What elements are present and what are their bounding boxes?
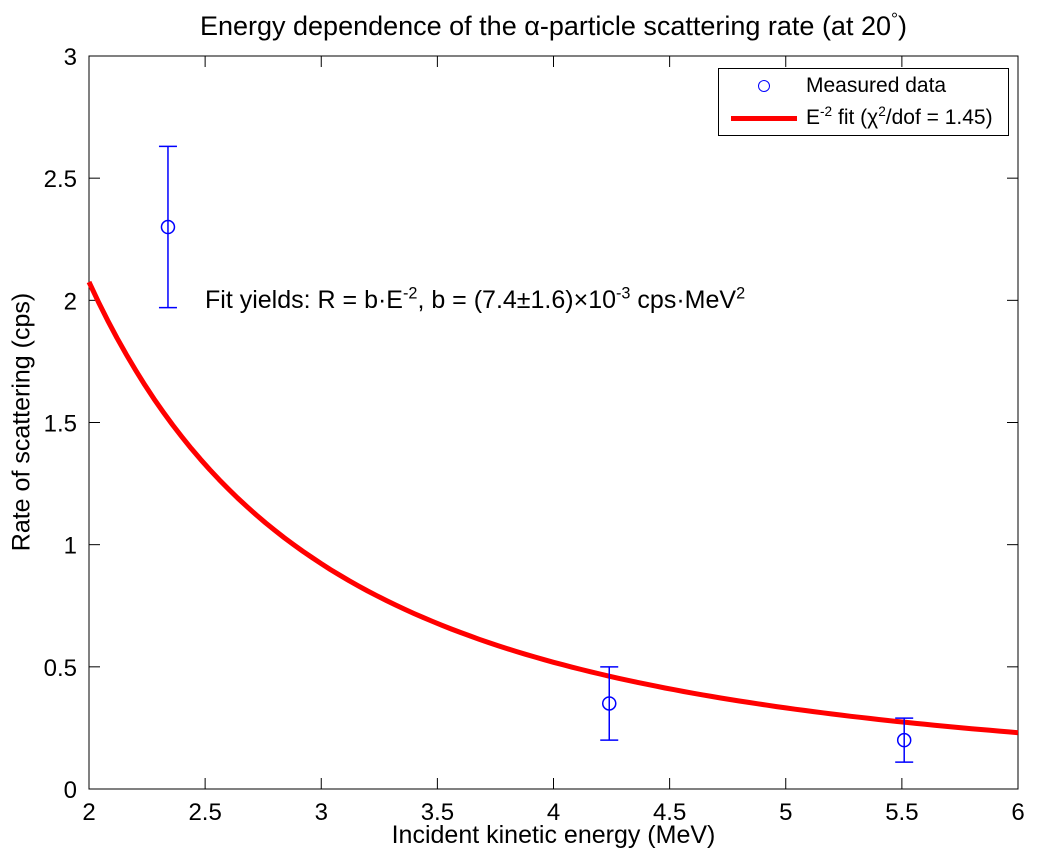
x-tick-label: 4.5 [653, 799, 686, 826]
y-tick-label: 2.5 [44, 166, 77, 193]
y-axis-label: Rate of scattering (cps) [7, 292, 36, 552]
x-tick-label: 3 [315, 799, 328, 826]
x-tick-label: 5 [779, 799, 792, 826]
legend-swatch-fit [731, 115, 797, 121]
data-point-marker [896, 732, 912, 748]
x-tick-label: 3.5 [421, 799, 454, 826]
legend-swatch-measured [731, 79, 797, 92]
y-tick-label: 0.5 [44, 655, 77, 682]
chart-title: Energy dependence of the α-particle scat… [199, 9, 908, 41]
legend-entry-measured: Measured data [719, 70, 1008, 102]
y-tick-label: 1.5 [44, 411, 77, 438]
x-tick-label: 6 [1011, 799, 1024, 826]
y-tick-label: 0 [64, 777, 77, 804]
y-tick-label: 3 [64, 44, 77, 71]
legend-box: Measured data E-2 fit (χ2/dof = 1.45) [718, 68, 1009, 136]
legend-entry-fit: E-2 fit (χ2/dof = 1.45) [719, 102, 1008, 134]
y-tick-label: 2 [64, 288, 77, 315]
x-tick-label: 5.5 [885, 799, 918, 826]
data-point-marker [601, 696, 617, 711]
y-tick-label: 1 [64, 533, 77, 560]
legend-label-fit: E-2 fit (χ2/dof = 1.45) [806, 104, 993, 130]
x-tick-label: 2 [82, 799, 95, 826]
line-marker-icon [731, 115, 797, 121]
axes-frame [88, 55, 1019, 790]
data-point-marker [160, 219, 176, 235]
fit-annotation: Fit yields: R = b·E-2, b = (7.4±1.6)×10-… [205, 284, 746, 314]
x-tick-label: 2.5 [188, 799, 221, 826]
circle-marker-icon [758, 79, 770, 92]
legend-label-measured: Measured data [806, 73, 947, 97]
fit-curve [86, 280, 1019, 736]
x-axis-label: Incident kinetic energy (MeV) [391, 821, 716, 849]
x-tick-label: 4 [547, 799, 560, 826]
